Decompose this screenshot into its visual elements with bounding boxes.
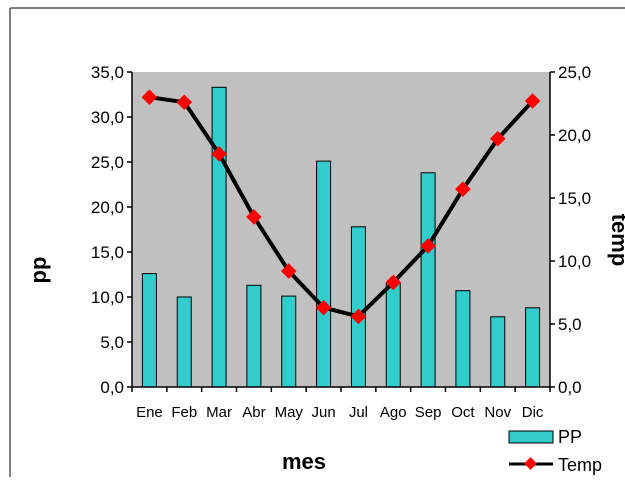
temp-marker-abr: [246, 209, 262, 225]
x-ticks: Ene Feb Mar Abr May Jun Jul Ago Sep Oct Nov Dic: [131, 387, 551, 421]
left-tick-label: 20,0: [91, 198, 124, 217]
x-tick-label-jul: Jul: [349, 404, 368, 421]
pp-bar-dic: [525, 307, 541, 388]
pp-bar-ago: [385, 283, 401, 388]
pp-bar-jul: [350, 226, 366, 388]
pp-bar-oct: [455, 290, 471, 388]
pp-bar-may: [281, 295, 297, 388]
right-tick-label: 25,0: [558, 63, 591, 82]
legend-temp-label: Temp: [558, 455, 602, 475]
right-tick-label: 10,0: [558, 252, 591, 271]
y-axis-right-label: temp: [607, 214, 625, 267]
right-y-ticks: 0,0 5,0 10,0 15,0 20,0 25,0: [550, 63, 591, 397]
left-tick-label: 35,0: [91, 63, 124, 82]
left-tick-label: 15,0: [91, 243, 124, 262]
x-tick-label-ago: Ago: [380, 404, 407, 421]
pp-bar-sep: [420, 172, 436, 388]
x-tick-label-sep: Sep: [415, 404, 442, 421]
x-tick-label-abr: Abr: [242, 404, 265, 421]
pp-bar-feb: [176, 296, 192, 388]
temp-marker-oct: [455, 181, 471, 197]
left-y-ticks: 0,0 5,0 10,0 15,0 20,0 25,0 30,0 35,0: [91, 63, 132, 397]
right-tick-label: 20,0: [558, 126, 591, 145]
legend-temp-marker: [524, 457, 537, 470]
right-tick-label: 0,0: [558, 378, 582, 397]
temp-marker-nov: [489, 131, 506, 147]
left-tick-label: 5,0: [100, 333, 124, 352]
temp-marker-feb: [176, 94, 193, 111]
left-tick-label: 10,0: [91, 288, 124, 307]
left-tick-label: 0,0: [100, 378, 124, 397]
temp-line: [149, 95, 535, 319]
x-tick-label-feb: Feb: [171, 404, 197, 421]
pp-bar-abr: [246, 284, 262, 388]
x-tick-label-dic: Dic: [522, 404, 544, 421]
left-tick-label: 25,0: [91, 153, 124, 172]
y-axis-left-label: pp: [26, 257, 51, 284]
pp-bar-ene: [141, 273, 157, 388]
x-tick-label-oct: Oct: [451, 404, 475, 421]
x-tick-label-nov: Nov: [484, 404, 511, 421]
x-axis-label: mes: [282, 449, 326, 474]
left-tick-label: 30,0: [91, 108, 124, 127]
pp-bar-mar: [211, 86, 227, 388]
x-tick-label-mar: Mar: [206, 404, 232, 421]
temp-marker-ene: [141, 89, 158, 105]
right-tick-label: 15,0: [558, 189, 591, 208]
x-tick-label-jun: Jun: [311, 404, 335, 421]
pp-bar-nov: [490, 316, 506, 388]
right-tick-label: 5,0: [558, 315, 582, 334]
temp-marker-mar: [211, 146, 227, 162]
x-tick-label-ene: Ene: [136, 404, 163, 421]
legend-pp-swatch: [508, 430, 554, 444]
temp-marker-sep: [420, 238, 436, 254]
x-tick-label-may: May: [275, 404, 304, 421]
legend-pp-label: PP: [558, 427, 582, 447]
pp-bar-jun: [316, 160, 332, 388]
legend: PP Temp: [508, 427, 602, 475]
